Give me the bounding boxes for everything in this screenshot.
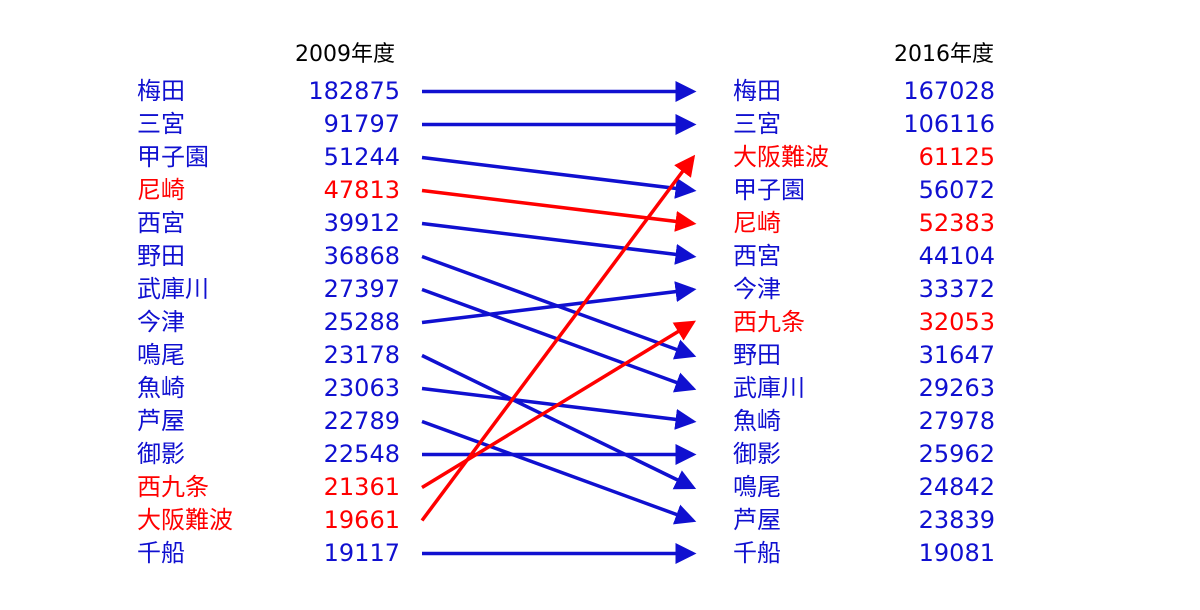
header-2016: 2016年度: [894, 42, 994, 67]
left-station-name-6: 武庫川: [137, 275, 209, 303]
left-station-name-0: 梅田: [137, 77, 185, 105]
left-value-12: 21361: [323, 473, 400, 501]
right-station-name-12: 鳴尾: [733, 473, 781, 501]
right-value-4: 52383: [918, 209, 995, 237]
right-station-name-3: 甲子園: [733, 176, 805, 204]
right-station-name-4: 尼崎: [733, 209, 781, 237]
left-station-name-2: 甲子園: [137, 143, 209, 171]
left-station-name-3: 尼崎: [137, 176, 185, 204]
left-value-14: 19117: [323, 539, 400, 567]
right-value-8: 31647: [918, 341, 995, 369]
right-value-3: 56072: [918, 176, 995, 204]
left-value-1: 91797: [323, 110, 400, 138]
right-value-5: 44104: [918, 242, 995, 270]
right-value-12: 24842: [918, 473, 995, 501]
arrow-芦屋: [421, 419, 697, 525]
right-station-name-8: 野田: [733, 341, 781, 369]
left-value-7: 25288: [323, 308, 400, 336]
right-value-14: 19081: [918, 539, 995, 567]
left-value-9: 23063: [323, 374, 400, 402]
left-station-name-4: 西宮: [137, 209, 185, 237]
right-value-0: 167028: [903, 77, 995, 105]
left-station-name-13: 大阪難波: [137, 506, 233, 534]
right-station-name-9: 武庫川: [733, 374, 805, 402]
right-station-name-7: 西九条: [733, 308, 805, 336]
right-value-10: 27978: [918, 407, 995, 435]
right-station-name-6: 今津: [733, 275, 781, 303]
left-value-3: 47813: [323, 176, 400, 204]
arrow-西宮: [421, 221, 697, 265]
arrow-大阪難波: [420, 154, 696, 522]
right-station-name-1: 三宮: [733, 110, 781, 138]
left-station-name-9: 魚崎: [137, 374, 185, 402]
right-value-11: 25962: [918, 440, 995, 468]
arrow-鳴尾: [421, 353, 697, 490]
right-value-2: 61125: [918, 143, 995, 171]
left-value-10: 22789: [323, 407, 400, 435]
left-value-5: 36868: [323, 242, 400, 270]
right-station-name-10: 魚崎: [733, 407, 781, 435]
right-station-name-11: 御影: [733, 440, 781, 468]
left-value-6: 27397: [323, 275, 400, 303]
header-2009: 2009年度: [295, 42, 395, 67]
right-value-1: 106116: [903, 110, 995, 138]
arrow-今津: [421, 281, 697, 325]
left-value-13: 19661: [323, 506, 400, 534]
arrow-西九条: [421, 320, 696, 489]
right-station-name-0: 梅田: [733, 77, 781, 105]
right-station-name-13: 芦屋: [733, 506, 781, 534]
left-value-2: 51244: [323, 143, 400, 171]
right-value-6: 33372: [918, 275, 995, 303]
arrow-尼崎: [421, 188, 697, 232]
left-station-name-1: 三宮: [137, 110, 185, 138]
right-station-name-5: 西宮: [733, 242, 781, 270]
left-value-4: 39912: [323, 209, 400, 237]
left-station-name-14: 千船: [137, 539, 185, 567]
left-value-0: 182875: [308, 77, 400, 105]
left-station-name-5: 野田: [137, 242, 185, 270]
left-station-name-12: 西九条: [137, 473, 209, 501]
right-station-name-14: 千船: [733, 539, 781, 567]
right-value-9: 29263: [918, 374, 995, 402]
right-value-7: 32053: [918, 308, 995, 336]
arrow-甲子園: [421, 155, 697, 199]
left-station-name-11: 御影: [137, 440, 185, 468]
right-value-13: 23839: [918, 506, 995, 534]
left-station-name-7: 今津: [137, 308, 185, 336]
left-station-name-8: 鳴尾: [137, 341, 185, 369]
right-station-name-2: 大阪難波: [733, 143, 829, 171]
left-station-name-10: 芦屋: [137, 407, 185, 435]
left-value-8: 23178: [323, 341, 400, 369]
left-value-11: 22548: [323, 440, 400, 468]
